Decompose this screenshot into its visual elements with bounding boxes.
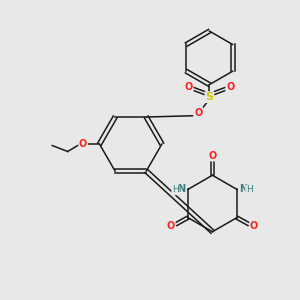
Text: O: O: [167, 220, 175, 231]
Text: H: H: [246, 185, 253, 194]
Text: N: N: [239, 184, 247, 194]
Text: O: O: [79, 139, 87, 149]
Text: O: O: [194, 108, 202, 118]
Text: H: H: [172, 185, 179, 194]
Text: S: S: [206, 92, 213, 102]
Text: O: O: [208, 151, 217, 160]
Text: N: N: [177, 184, 185, 194]
Text: O: O: [250, 220, 258, 231]
Text: O: O: [184, 82, 193, 92]
Text: O: O: [226, 82, 234, 92]
